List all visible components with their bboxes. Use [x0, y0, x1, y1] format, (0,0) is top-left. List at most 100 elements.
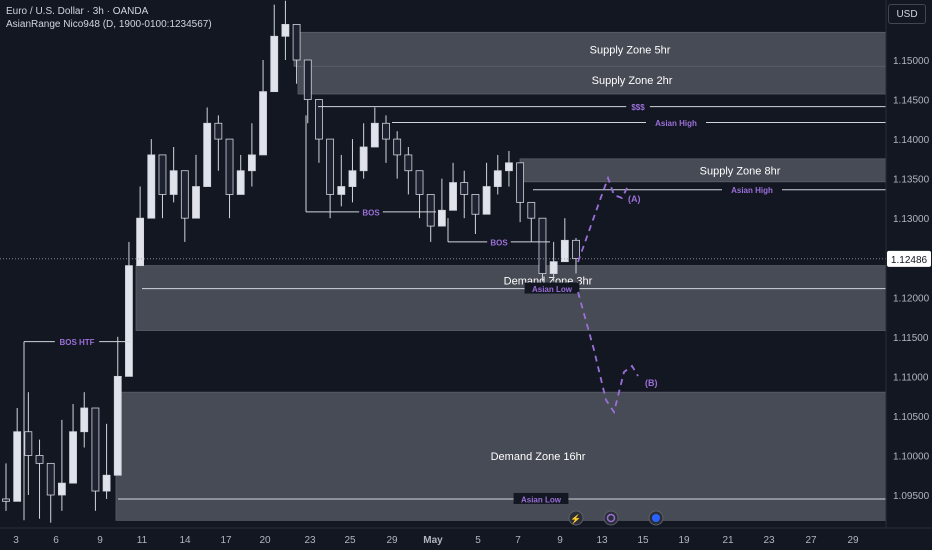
candle-body-14 — [158, 154, 167, 195]
candle-body-13 — [147, 154, 156, 219]
time-tick-8: 25 — [344, 535, 356, 546]
price-tick-0: 1.15000 — [893, 56, 930, 67]
candle-body-17 — [192, 186, 200, 219]
candle-body-27 — [303, 59, 312, 100]
candle-body-0 — [2, 498, 10, 502]
level-label-bg-2 — [722, 183, 782, 195]
levels-layer: $$$ Asian High Asian High BOS BOS BOS HTF Asia… — [0, 100, 886, 521]
time-tick-0: 3 — [13, 535, 19, 546]
time-tick-2: 9 — [97, 535, 103, 546]
time-tick-4: 14 — [179, 535, 191, 546]
level-label-6: Asian Low — [532, 285, 573, 294]
zones-layer: Supply Zone 5hr Supply Zone 2hr Supply Zon… — [115, 31, 887, 521]
candle-body-10 — [113, 375, 122, 476]
candle-body-22 — [247, 154, 256, 172]
candle-body-28 — [315, 99, 323, 140]
projection-label-b: (B) — [645, 378, 658, 388]
candle-body-49 — [549, 261, 558, 274]
time-tick-16: 19 — [678, 535, 690, 546]
candle-body-46 — [516, 162, 525, 203]
level-label-bg-0 — [626, 100, 650, 112]
zone-box-3 — [135, 265, 887, 331]
time-tick-3: 11 — [137, 535, 148, 546]
candle-body-19 — [214, 122, 223, 140]
candle-body-30 — [337, 186, 346, 195]
candle-body-38 — [426, 194, 435, 227]
zone-label-4: Demand Zone 16hr — [491, 451, 586, 463]
candle-body-23 — [259, 91, 267, 156]
candle-body-12 — [136, 217, 145, 267]
price-tick-9: 1.10000 — [893, 451, 930, 462]
candle-body-20 — [225, 138, 234, 195]
candle-body-50 — [560, 239, 569, 263]
price-tick-8: 1.10500 — [893, 412, 930, 423]
zone-label-1: Supply Zone 2hr — [592, 75, 673, 87]
level-label-bg-6 — [524, 282, 580, 294]
currency-button[interactable]: USD — [888, 4, 926, 24]
current-price-tag — [887, 250, 931, 267]
candle-body-51 — [572, 239, 580, 259]
projection-path-b — [577, 291, 639, 415]
candle-body-40 — [449, 182, 457, 211]
level-label-1: Asian High — [655, 119, 697, 128]
level-label-3: BOS — [362, 208, 380, 217]
time-tick-7: 23 — [304, 535, 316, 546]
candle-body-41 — [460, 182, 469, 195]
candle-body-5 — [57, 482, 66, 496]
candle-body-4 — [46, 462, 55, 496]
price-tick-10: 1.09500 — [893, 491, 930, 502]
projection-path-a — [577, 175, 629, 263]
candle-body-6 — [69, 431, 77, 484]
time-tick-9: 29 — [386, 535, 398, 546]
event-icon-1 — [603, 510, 619, 526]
candle-body-3 — [35, 455, 44, 464]
time-tick-13: 9 — [557, 535, 563, 546]
event-icon-0 — [568, 510, 584, 526]
candle-body-15 — [169, 170, 178, 195]
level-label-0: $$$ — [631, 103, 645, 112]
indicator-label: AsianRange Nico948 (D, 1900-0100:1234567… — [6, 19, 212, 30]
candle-body-33 — [370, 122, 379, 148]
level-label-4: BOS — [490, 238, 508, 247]
zone-box-0 — [293, 31, 887, 67]
candle-body-29 — [326, 138, 335, 195]
candle-body-11 — [125, 265, 133, 377]
zone-label-0: Supply Zone 5hr — [590, 44, 671, 56]
flag-icon — [652, 514, 660, 522]
price-tick-1: 1.14500 — [893, 96, 930, 107]
candle-body-48 — [538, 217, 547, 274]
projection-label-a: (A) — [628, 194, 641, 204]
level-label-2: Asian High — [731, 186, 773, 195]
time-tick-14: 13 — [596, 535, 608, 546]
price-tick-2: 1.14000 — [893, 135, 930, 146]
candle-body-47 — [527, 201, 536, 219]
price-tick-5: 1.12000 — [893, 293, 930, 304]
level-label-bg-5 — [54, 335, 100, 347]
candle-body-18 — [203, 122, 212, 187]
chart-title: Euro / U.S. Dollar · 3h · OANDA — [6, 6, 149, 17]
level-label-5: BOS HTF — [59, 338, 94, 347]
gear-icon — [606, 513, 616, 523]
candle-body-36 — [404, 154, 413, 172]
time-tick-15: 15 — [637, 535, 649, 546]
candle-body-31 — [348, 170, 357, 187]
time-tick-1: 6 — [53, 535, 59, 546]
candle-body-35 — [393, 138, 402, 156]
candle-body-2 — [24, 431, 33, 456]
candle-body-8 — [91, 407, 100, 492]
candle-body-24 — [270, 35, 279, 93]
candle-body-26 — [292, 24, 301, 61]
candle-body-44 — [493, 170, 502, 187]
candle-body-9 — [102, 474, 111, 492]
candle-body-34 — [382, 122, 390, 140]
level-label-bg-1 — [646, 116, 706, 128]
level-label-bg-3 — [359, 205, 383, 217]
zone-label-2: Supply Zone 8hr — [700, 165, 781, 177]
candle-body-42 — [471, 194, 480, 215]
level-label-bg-4 — [487, 235, 511, 247]
candle-body-39 — [437, 209, 446, 227]
time-tick-20: 29 — [847, 535, 859, 546]
candle-body-37 — [415, 170, 424, 195]
